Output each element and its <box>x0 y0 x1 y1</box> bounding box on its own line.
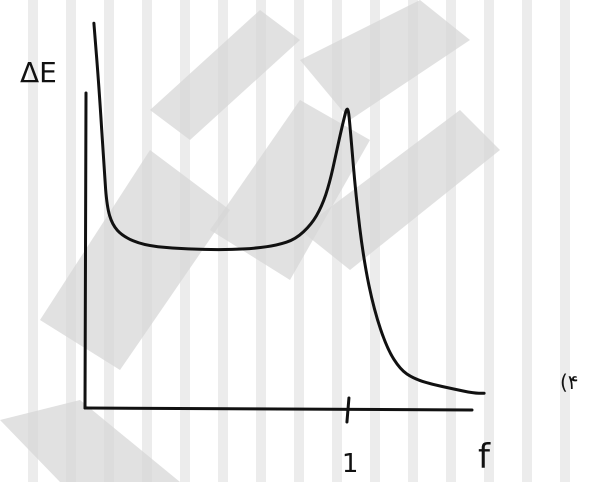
watermark-stripe <box>522 0 532 482</box>
watermark-stripe <box>484 0 494 482</box>
watermark-stripe <box>446 0 456 482</box>
watermark-stripe <box>560 0 570 482</box>
watermark-stripe <box>66 0 76 482</box>
series-line-0 <box>92 21 486 395</box>
series-curve <box>92 21 486 395</box>
option-label: (۴ <box>560 370 579 394</box>
axes <box>83 91 474 412</box>
y-axis-label: ΔE <box>20 56 57 89</box>
watermark-stripe <box>218 0 228 482</box>
x-tick-label: 1 <box>342 449 359 479</box>
x-ticks: 1 <box>342 396 359 479</box>
x-axis-label: f <box>478 437 491 477</box>
watermark-logo <box>0 0 500 482</box>
x-axis <box>83 406 474 412</box>
x-tick-mark <box>345 396 351 424</box>
y-axis <box>83 91 88 410</box>
watermark-stripe <box>408 0 418 482</box>
watermark-stripe <box>28 0 38 482</box>
